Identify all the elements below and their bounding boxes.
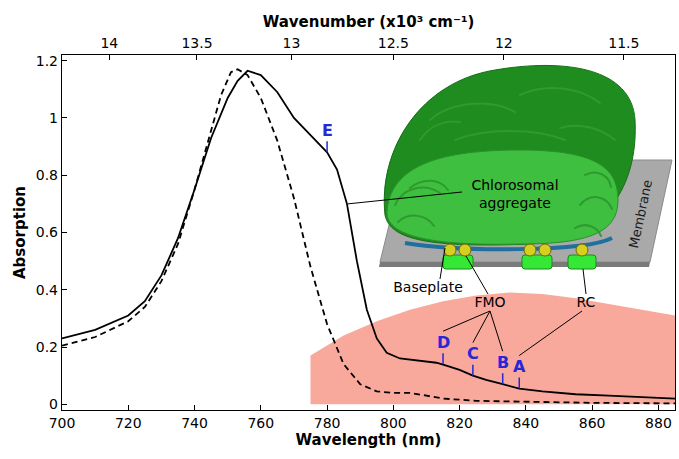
svg-text:0.2: 0.2 [36,339,58,355]
svg-text:0: 0 [49,396,58,412]
svg-text:760: 760 [247,415,274,431]
svg-text:780: 780 [314,415,341,431]
svg-text:13.5: 13.5 [181,35,212,51]
svg-text:11.5: 11.5 [608,35,639,51]
svg-text:800: 800 [380,415,407,431]
svg-text:14: 14 [100,35,118,51]
svg-text:Absorption: Absorption [11,186,29,279]
svg-text:FMO: FMO [474,294,505,310]
svg-text:880: 880 [645,415,672,431]
svg-text:0.6: 0.6 [36,224,58,240]
svg-text:840: 840 [513,415,540,431]
svg-text:720: 720 [115,415,142,431]
svg-text:0.4: 0.4 [36,282,58,298]
svg-text:Membrane: Membrane [626,178,655,249]
svg-text:820: 820 [446,415,473,431]
svg-text:C: C [467,344,479,363]
svg-text:13: 13 [282,35,300,51]
svg-text:0.8: 0.8 [36,167,58,183]
svg-text:1.2: 1.2 [36,53,58,69]
svg-text:E: E [322,121,333,140]
svg-text:Wavenumber (x10³ cm⁻¹): Wavenumber (x10³ cm⁻¹) [263,13,475,31]
svg-text:Wavelength (nm): Wavelength (nm) [296,431,442,449]
svg-text:D: D [437,333,450,352]
svg-text:700: 700 [49,415,76,431]
svg-text:Chlorosomalaggregate: Chlorosomalaggregate [471,177,558,211]
svg-text:12: 12 [495,35,513,51]
svg-text:860: 860 [579,415,606,431]
svg-text:A: A [513,357,526,376]
svg-text:740: 740 [181,415,208,431]
svg-text:1: 1 [49,110,58,126]
svg-text:B: B [497,353,509,372]
svg-text:12.5: 12.5 [378,35,409,51]
svg-text:RC: RC [577,294,596,310]
svg-text:Baseplate: Baseplate [393,279,463,295]
